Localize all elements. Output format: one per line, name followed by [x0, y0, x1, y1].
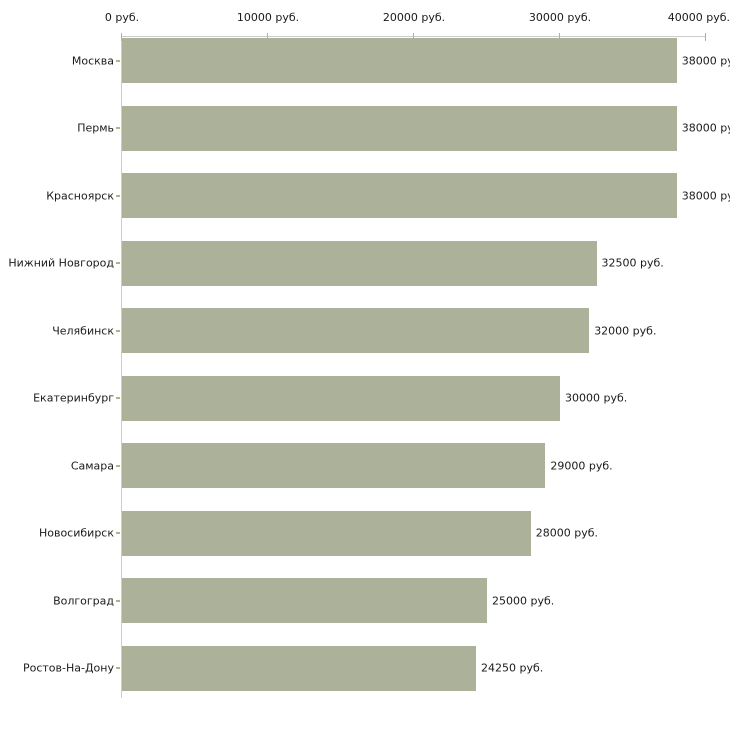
bar [122, 38, 677, 83]
plot-area: 0 руб. 10000 руб. 20000 руб. 30000 руб. … [8, 11, 730, 698]
bar-row: Самара 29000 руб. [71, 443, 706, 488]
bar-row: Екатеринбург 30000 руб. [33, 375, 706, 421]
value-label: 30000 руб. [565, 391, 628, 405]
x-axis-tick-label: 20000 руб. [382, 11, 446, 24]
category-tick [116, 329, 120, 332]
bar-row: Пермь 38000 руб. [77, 105, 730, 151]
x-axis-tick-label: 10000 руб. [236, 11, 300, 24]
category-tick [116, 262, 120, 264]
category-tick [116, 59, 120, 62]
bar [122, 173, 677, 218]
value-label: 25000 руб. [492, 594, 555, 607]
category-label: Челябинск [52, 324, 114, 337]
value-label: 24250 руб. [481, 661, 544, 675]
category-label: Москва [71, 54, 114, 67]
category-tick [116, 667, 120, 669]
category-tick [116, 127, 120, 129]
value-label: 38000 руб. [681, 54, 730, 67]
x-axis-tick [413, 33, 414, 41]
x-axis-tick-label: 40000 руб. [667, 11, 730, 24]
x-axis-tick [121, 33, 122, 41]
category-tick [116, 194, 120, 197]
category-tick [116, 532, 120, 534]
category-tick [116, 599, 120, 602]
bar-rows: Москва 38000 руб. Пермь 38000 руб. Красн… [8, 38, 730, 713]
category-tick [116, 397, 120, 399]
value-label: 28000 руб. [535, 526, 599, 540]
value-label: 32000 руб. [594, 324, 657, 337]
bar-row: Красноярск 38000 руб. [46, 173, 730, 218]
category-label: Нижний Новгород [8, 256, 114, 270]
value-label: 38000 руб. [681, 189, 730, 202]
bar-row: Волгоград 25000 руб. [53, 578, 706, 623]
x-axis-tick-label: 0 руб. [104, 11, 140, 24]
category-label: Пермь [77, 121, 114, 135]
value-label: 38000 руб. [681, 121, 730, 135]
category-label: Волгоград [53, 594, 114, 607]
bar-row: Москва 38000 руб. [72, 38, 730, 83]
bar [122, 510, 531, 556]
x-axis-tick [705, 33, 706, 41]
bar-row: Ростов-На-Дону 24250 руб. [23, 645, 706, 691]
value-label: 32500 руб. [601, 256, 664, 270]
bar [122, 240, 597, 286]
category-label: Новосибирск [38, 526, 114, 540]
x-axis-tick-label: 30000 руб. [528, 11, 592, 24]
x-axis-tick [559, 33, 560, 41]
bar [122, 578, 487, 623]
bar-row: Нижний Новгород 32500 руб. [8, 240, 706, 286]
category-label: Екатеринбург [33, 391, 114, 405]
bar [122, 645, 477, 691]
bar [122, 105, 677, 151]
category-label: Самара [70, 459, 114, 472]
category-tick [116, 464, 120, 467]
category-label: Ростов-На-Дону [22, 661, 114, 675]
x-axis-tick [267, 33, 268, 41]
bar-row: Новосибирск 28000 руб. [39, 510, 706, 556]
value-label: 29000 руб. [550, 459, 613, 472]
category-label: Красноярск [46, 189, 114, 202]
bar [122, 375, 560, 421]
bar-row: Челябинск 32000 руб. [52, 308, 706, 353]
bar [122, 443, 546, 488]
bar [122, 308, 590, 353]
